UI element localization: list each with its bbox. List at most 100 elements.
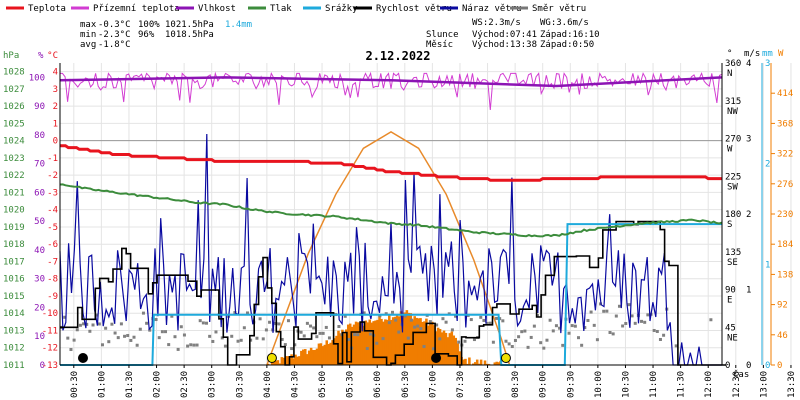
- stats-min-label: min: [80, 30, 96, 40]
- legend-label: Náraz větru: [462, 4, 522, 14]
- legend-label: Vlhkost: [198, 4, 236, 14]
- legend-label: Teplota: [28, 4, 66, 14]
- wind-direction-dot: [526, 345, 530, 349]
- wind-direction-dot: [479, 315, 483, 319]
- solar-bar: [270, 362, 274, 365]
- stats-max-hum: 100%: [138, 20, 160, 30]
- wind-direction-dot: [542, 346, 546, 350]
- solar-bar: [333, 338, 336, 365]
- info-moon-rise: Východ:13:38: [472, 40, 537, 50]
- solar-bar: [446, 337, 450, 365]
- pct-tick-label: 90: [34, 102, 45, 112]
- solar-bar: [399, 311, 403, 365]
- solar-bar: [317, 343, 321, 365]
- hpa-tick-label: 1019: [3, 223, 25, 233]
- wind-direction-dot: [135, 343, 139, 347]
- wind-direction-dot: [368, 332, 372, 336]
- wind-direction-dot: [324, 325, 328, 329]
- wind-direction-dot: [595, 338, 599, 342]
- dir-tick-label: 90: [725, 286, 736, 296]
- wind-direction-dot: [63, 315, 67, 319]
- dir-compass-label: SW: [727, 182, 738, 192]
- ms-tick-label: 4: [746, 59, 751, 69]
- mm-tick-label: 1: [765, 260, 770, 270]
- wind-direction-dot: [611, 332, 615, 336]
- wind-direction-dot: [145, 321, 149, 325]
- solar-bar: [280, 357, 284, 365]
- x-tick-label: 03:00: [208, 371, 218, 398]
- x-tick-label: 04:30: [290, 371, 300, 398]
- wind-direction-dot: [82, 322, 86, 326]
- x-tick-label: 12:30: [732, 371, 742, 398]
- solar-bar: [362, 325, 366, 365]
- pct-tick-label: 80: [34, 131, 45, 141]
- solar-bar: [388, 315, 391, 365]
- wind-direction-dot: [167, 343, 171, 347]
- wind-direction-dot: [520, 330, 524, 334]
- solar-bar: [466, 363, 469, 365]
- temp-tick-label: 1: [53, 119, 58, 129]
- solar-bar: [448, 333, 452, 365]
- wind-direction-dot: [268, 320, 272, 324]
- temp-tick-label: 4: [53, 68, 58, 78]
- solar-bar: [378, 315, 381, 365]
- solar-bar: [366, 322, 370, 365]
- wind-direction-dot: [539, 341, 543, 345]
- w-tick-label: 276: [777, 180, 793, 190]
- wind-direction-dot: [119, 322, 123, 326]
- hpa-tick-label: 1027: [3, 85, 25, 95]
- wind-direction-dot: [435, 323, 439, 327]
- solar-bar: [419, 318, 422, 365]
- pct-tick-label: 20: [34, 303, 45, 313]
- wind-direction-dot: [419, 327, 423, 331]
- wind-direction-dot: [88, 329, 92, 333]
- wind-direction-dot: [365, 347, 369, 351]
- solar-bar: [325, 340, 329, 365]
- stats-min-hum: 96%: [138, 30, 155, 40]
- wind-direction-dot: [469, 318, 473, 322]
- solar-bar: [415, 317, 418, 365]
- wind-direction-dot: [305, 321, 309, 325]
- temp-tick-label: -1: [47, 154, 58, 164]
- solar-bar: [356, 322, 360, 365]
- wind-direction-dot: [293, 343, 297, 347]
- wind-direction-dot: [160, 330, 164, 334]
- wind-direction-dot: [630, 314, 634, 318]
- pct-tick-label: 60: [34, 188, 45, 198]
- mm-tick-label: 0: [765, 361, 770, 371]
- wind-direction-dot: [381, 337, 385, 341]
- temp-tick-label: -12: [42, 344, 58, 354]
- pct-tick-label: 100: [29, 73, 45, 83]
- hpa-tick-label: 1024: [3, 137, 25, 147]
- solar-bar: [382, 321, 385, 365]
- wind-direction-dot: [208, 334, 212, 338]
- wind-direction-dot: [431, 347, 435, 351]
- wind-direction-dot: [517, 335, 521, 339]
- wind-direction-dot: [141, 311, 145, 315]
- solar-bar: [303, 349, 307, 365]
- solar-bar: [335, 335, 338, 365]
- wind-direction-dot: [523, 329, 527, 333]
- sunset-marker: [500, 353, 511, 363]
- solar-bar: [413, 316, 416, 365]
- wind-direction-dot: [485, 321, 489, 325]
- wind-direction-dot: [205, 321, 209, 325]
- wind-direction-dot: [495, 316, 499, 320]
- solar-bar: [286, 356, 289, 365]
- dir-compass-label: SE: [727, 258, 738, 268]
- solar-bar: [389, 319, 393, 365]
- stats-max-label: max: [80, 20, 97, 30]
- dir-unit: °: [727, 49, 732, 59]
- wind-direction-dot: [280, 337, 284, 341]
- dir-tick-label: 0: [725, 361, 730, 371]
- wind-direction-dot: [66, 336, 70, 340]
- solar-bar: [462, 359, 465, 365]
- wind-direction-dot: [104, 326, 108, 330]
- w-tick-label: 322: [777, 150, 793, 160]
- w-tick-label: 184: [777, 240, 793, 250]
- solar-bar: [417, 318, 420, 365]
- wind-direction-dot: [198, 319, 202, 323]
- temp-tick-label: -2: [47, 171, 58, 181]
- wind-direction-dot: [170, 314, 174, 318]
- wind-direction-dot: [529, 335, 533, 339]
